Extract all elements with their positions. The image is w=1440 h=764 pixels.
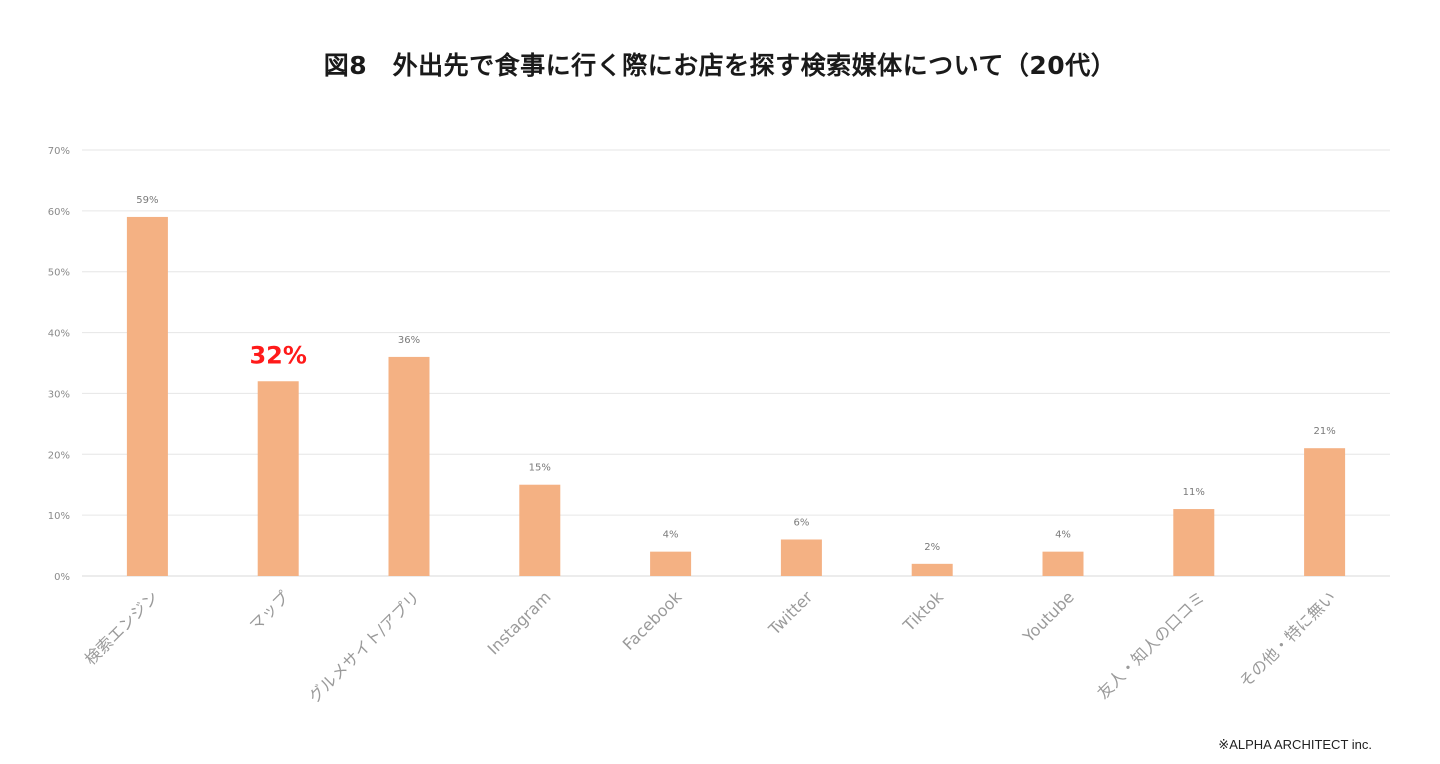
y-tick-label: 40% bbox=[48, 329, 70, 340]
category-labels: 検索エンジン マップ グルメサイト/アプリ Instagram Facebook Twit… bbox=[81, 587, 1340, 707]
category-label: Facebook bbox=[619, 587, 686, 654]
data-label: 15% bbox=[529, 463, 551, 474]
gridlines bbox=[82, 149, 1390, 577]
bar bbox=[388, 356, 430, 576]
data-label: 21% bbox=[1313, 426, 1335, 437]
y-tick-label: 0% bbox=[54, 572, 70, 583]
data-label: 4% bbox=[663, 530, 679, 541]
data-label: 59% bbox=[136, 195, 158, 206]
category-label: グルメサイト/アプリ bbox=[305, 587, 424, 706]
bar bbox=[1304, 448, 1346, 576]
category-label: 検索エンジン bbox=[81, 587, 162, 668]
y-axis-tick-labels: 0% 10% 20% 30% 40% 50% 60% 70% bbox=[48, 146, 70, 583]
bar bbox=[911, 563, 953, 576]
category-label: Twitter bbox=[764, 587, 816, 639]
credit-text: ※ALPHA ARCHITECT inc. bbox=[1218, 737, 1372, 752]
bar bbox=[1173, 509, 1215, 576]
category-label: マップ bbox=[246, 587, 293, 634]
category-label: 友人・知人の口コミ bbox=[1093, 587, 1208, 702]
y-tick-label: 30% bbox=[48, 389, 70, 400]
data-labels: 59% 32% 36% 15% 4% 6% 2% 4% 11% 21% bbox=[136, 195, 1335, 553]
data-label: 11% bbox=[1183, 487, 1205, 498]
data-label: 6% bbox=[793, 517, 809, 528]
bar bbox=[519, 484, 561, 576]
y-tick-label: 10% bbox=[48, 511, 70, 522]
category-label: Tiktok bbox=[899, 587, 948, 636]
y-tick-label: 50% bbox=[48, 268, 70, 279]
bars bbox=[126, 216, 1346, 576]
bar bbox=[650, 551, 692, 576]
bar bbox=[1042, 551, 1084, 576]
chart-title: 図8 外出先で食事に行く際にお店を探す検索媒体について（20代） bbox=[323, 51, 1117, 80]
category-label: Youtube bbox=[1018, 587, 1077, 646]
y-tick-label: 60% bbox=[48, 207, 70, 218]
bar bbox=[126, 216, 168, 576]
data-label: 4% bbox=[1055, 530, 1071, 541]
category-label: その他・特に無い bbox=[1235, 587, 1339, 691]
data-label: 36% bbox=[398, 335, 420, 346]
bar bbox=[257, 381, 299, 576]
category-label: Instagram bbox=[484, 587, 555, 658]
bar bbox=[780, 539, 822, 576]
y-tick-label: 70% bbox=[48, 146, 70, 157]
data-label: 2% bbox=[924, 542, 940, 553]
data-label: 32% bbox=[249, 341, 306, 369]
y-tick-label: 20% bbox=[48, 450, 70, 461]
